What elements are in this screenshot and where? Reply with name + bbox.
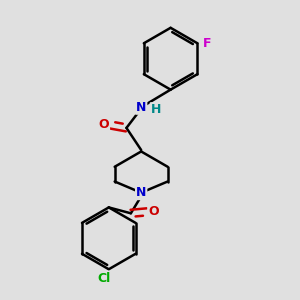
Text: N: N	[136, 186, 146, 199]
Text: F: F	[202, 37, 211, 50]
Text: O: O	[98, 118, 109, 131]
Text: H: H	[151, 103, 161, 116]
Text: N: N	[136, 101, 146, 114]
Text: O: O	[148, 205, 159, 218]
Text: Cl: Cl	[98, 272, 111, 285]
